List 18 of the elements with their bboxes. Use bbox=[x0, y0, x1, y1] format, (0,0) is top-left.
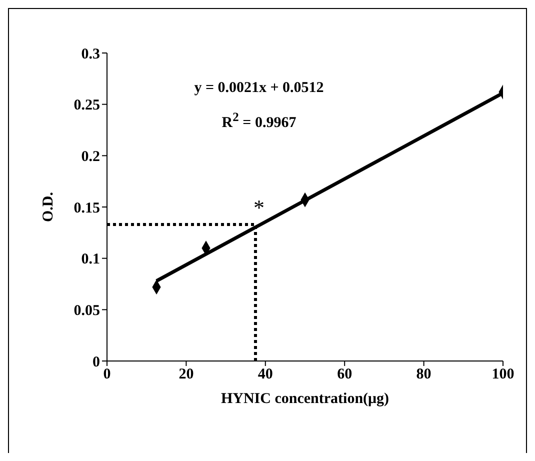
y-tick-label: 0 bbox=[92, 354, 100, 370]
y-tick-label: 0.05 bbox=[74, 302, 100, 319]
x-tick-label: 100 bbox=[492, 366, 514, 383]
y-tick-label: 0.3 bbox=[81, 46, 100, 62]
y-tick-label: 0.1 bbox=[81, 252, 100, 268]
annotation: y = 0.0021x + 0.0512 bbox=[193, 80, 325, 97]
y-tick-label: 0.15 bbox=[74, 200, 100, 216]
x-tick-label: 40 bbox=[258, 366, 273, 383]
x-tick-label: 80 bbox=[416, 366, 432, 383]
y-axis-title: O.D. bbox=[40, 192, 56, 222]
x-tick-label: 0 bbox=[103, 366, 111, 383]
y-tick-label: 0.25 bbox=[74, 98, 100, 114]
x-tick-label: 20 bbox=[178, 366, 194, 383]
annotation: * bbox=[252, 195, 266, 221]
annotation: R$^{2}$ = 0.9967 bbox=[220, 110, 298, 132]
y-tick-label: 0.2 bbox=[81, 148, 100, 165]
x-axis-title: HYNIC concentration(μg) bbox=[220, 391, 390, 407]
x-tick-label: 60 bbox=[337, 366, 352, 383]
